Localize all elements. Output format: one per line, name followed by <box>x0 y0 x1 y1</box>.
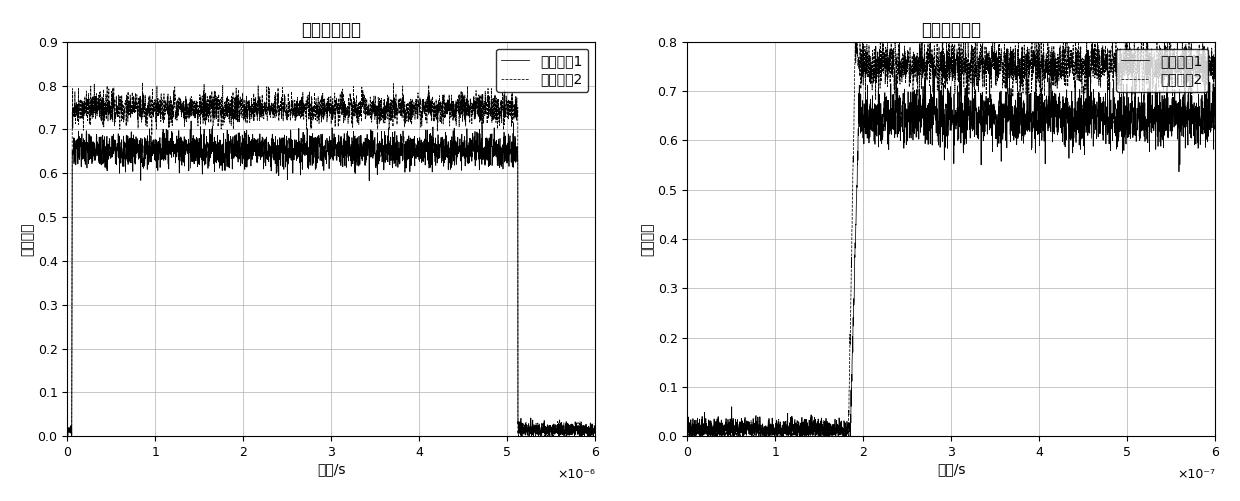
信号通道1 <box>588 424 603 430</box>
Legend: 信号通道1, 信号通道2: 信号通道1, 信号通道2 <box>1116 49 1208 92</box>
信号通道2 <box>1068 15 1083 21</box>
信号通道2 <box>841 433 856 439</box>
信号通道1 <box>965 71 980 77</box>
信号通道2 <box>578 426 593 432</box>
信号通道1 <box>184 118 198 124</box>
Line: 信号通道2: 信号通道2 <box>687 18 1215 436</box>
Y-axis label: 信号包络: 信号包络 <box>21 222 35 256</box>
Y-axis label: 信号包络: 信号包络 <box>641 222 655 256</box>
Title: 采集信号包络: 采集信号包络 <box>921 21 981 39</box>
信号通道2 <box>263 108 278 114</box>
信号通道2 <box>285 97 300 103</box>
信号通道1 <box>263 151 278 157</box>
信号通道2 <box>60 427 74 433</box>
信号通道1 <box>771 431 786 437</box>
信号通道2 <box>740 424 755 430</box>
信号通道2 <box>120 107 135 113</box>
Line: 信号通道1: 信号通道1 <box>687 74 1215 436</box>
信号通道2 <box>521 427 536 433</box>
信号通道1 <box>522 433 537 439</box>
信号通道1 <box>521 422 536 428</box>
X-axis label: 时间/s: 时间/s <box>317 462 346 476</box>
信号通道2 <box>151 101 166 107</box>
信号通道1 <box>1141 111 1156 117</box>
信号通道2 <box>771 429 786 435</box>
信号通道1 <box>1208 124 1223 130</box>
信号通道1 <box>285 170 300 176</box>
信号通道1 <box>680 428 694 434</box>
信号通道2 <box>588 420 603 426</box>
信号通道2 <box>883 46 898 52</box>
信号通道1 <box>60 423 74 429</box>
信号通道1 <box>1198 117 1213 123</box>
信号通道2 <box>680 431 694 437</box>
信号通道2 <box>1198 51 1213 57</box>
信号通道2 <box>135 80 150 86</box>
信号通道2 <box>513 433 528 439</box>
Legend: 信号通道1, 信号通道2: 信号通道1, 信号通道2 <box>496 49 588 92</box>
信号通道1 <box>740 424 755 430</box>
信号通道2 <box>1208 41 1223 47</box>
信号通道2 <box>905 68 920 74</box>
Text: ×10⁻⁷: ×10⁻⁷ <box>1177 468 1215 481</box>
信号通道1 <box>883 114 898 120</box>
Title: 采集信号包络: 采集信号包络 <box>301 21 361 39</box>
信号通道1 <box>843 433 858 439</box>
信号通道1 <box>120 159 135 165</box>
Line: 信号通道1: 信号通道1 <box>67 121 595 436</box>
信号通道1 <box>905 127 920 133</box>
信号通道2 <box>1141 66 1156 72</box>
信号通道1 <box>578 422 593 428</box>
Text: ×10⁻⁶: ×10⁻⁶ <box>557 468 595 481</box>
信号通道1 <box>151 152 166 158</box>
Line: 信号通道2: 信号通道2 <box>67 83 595 436</box>
X-axis label: 时间/s: 时间/s <box>937 462 966 476</box>
